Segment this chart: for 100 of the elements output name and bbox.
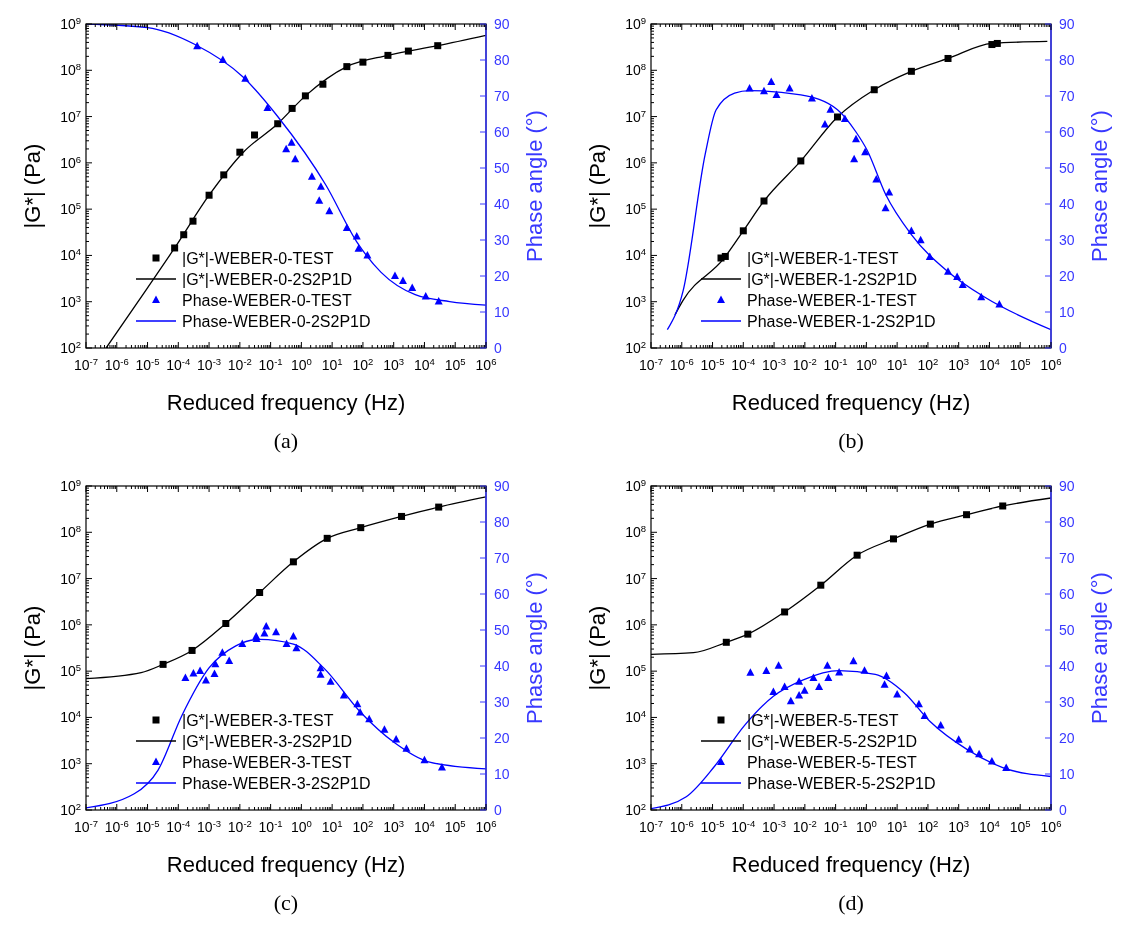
y2-tick-label: 60: [1059, 586, 1075, 602]
y2-tick-label: 0: [494, 340, 502, 356]
legend-label: Phase-WEBER-5-2S2P1D: [747, 775, 936, 792]
y-tick-label: 10$^{9}$: [625, 14, 646, 32]
y-tick-label: 10$^{5}$: [60, 199, 81, 218]
y-axis-title: |G*| (Pa): [20, 143, 45, 229]
legend-label: |G*|-WEBER-3-2S2P1D: [182, 733, 353, 750]
x-tick-label: 10$^{2}$: [917, 817, 939, 835]
y2-tick-label: 0: [1059, 340, 1067, 356]
y2-tick-label: 60: [494, 124, 510, 140]
x-tick-label: 10$^{1}$: [886, 355, 908, 373]
x-tick-label: 10$^{-4}$: [166, 817, 192, 835]
y2-tick-label: 20: [494, 730, 510, 746]
x-tick-label: 10$^{-1}$: [258, 817, 283, 835]
legend-label: |G*|-WEBER-0-TEST: [182, 250, 334, 267]
y-tick-label: 10$^{8}$: [625, 60, 646, 79]
y2-tick-label: 40: [494, 658, 510, 674]
y2-tick-label: 70: [1059, 550, 1075, 566]
x-tick-label: 10$^{4}$: [979, 817, 1001, 835]
x-tick-label: 10$^{-1}$: [823, 355, 848, 373]
y-tick-label: 10$^{6}$: [60, 153, 81, 171]
y2-tick-label: 60: [1059, 124, 1075, 140]
y2-tick-label: 20: [1059, 730, 1075, 746]
x-tick-label: 10$^{-3}$: [197, 817, 222, 835]
y2-tick-label: 90: [494, 16, 510, 32]
y-tick-label: 10$^{2}$: [60, 800, 81, 818]
x-tick-label: 10$^{-4}$: [731, 355, 757, 373]
x-tick-label: 10$^{-7}$: [73, 817, 99, 835]
y2-tick-label: 40: [1059, 658, 1075, 674]
legend-label: Phase-WEBER-3-2S2P1D: [182, 775, 371, 792]
y2-axis-title: Phase angle (°): [522, 110, 547, 262]
x-tick-label: 10$^{5}$: [1009, 355, 1031, 373]
y-tick-label: 10$^{8}$: [60, 60, 81, 79]
x-tick-label: 10$^{-2}$: [227, 817, 252, 835]
y-tick-label: 10$^{7}$: [60, 107, 81, 125]
x-tick-label: 10$^{0}$: [855, 355, 877, 373]
y2-axis-title: Phase angle (°): [522, 572, 547, 724]
y2-tick-label: 40: [494, 196, 510, 212]
y2-tick-label: 90: [494, 478, 510, 494]
y-tick-label: 10$^{2}$: [625, 800, 646, 818]
x-axis-title: Reduced frequency (Hz): [731, 852, 971, 877]
text: (c): [273, 890, 299, 915]
legend-label: |G*|-WEBER-5-TEST: [747, 712, 899, 729]
x-tick-label: 10$^{0}$: [855, 817, 877, 835]
y-tick-label: 10$^{6}$: [60, 615, 81, 633]
x-tick-label: 10$^{-2}$: [227, 355, 252, 373]
x-tick-label: 10$^{-3}$: [762, 355, 787, 373]
x-tick-label: 10$^{6}$: [1040, 817, 1062, 835]
y-tick-label: 10$^{6}$: [625, 615, 646, 633]
y-tick-label: 10$^{5}$: [60, 661, 81, 680]
y-axis-title: |G*| (Pa): [20, 605, 45, 691]
y2-tick-label: 60: [494, 586, 510, 602]
y2-tick-label: 20: [1059, 268, 1075, 284]
y2-tick-label: 70: [494, 550, 510, 566]
x-tick-label: 10$^{-3}$: [197, 355, 222, 373]
y2-axis-title: Phase angle (°): [1087, 572, 1112, 724]
y-axis-title: |G*| (Pa): [585, 605, 610, 691]
x-tick-label: 10$^{-4}$: [731, 817, 757, 835]
y-tick-label: 10$^{4}$: [625, 245, 647, 264]
x-tick-label: 10$^{-2}$: [792, 817, 817, 835]
x-tick-label: 10$^{-2}$: [792, 355, 817, 373]
y2-tick-label: 0: [1059, 802, 1067, 818]
x-tick-label: 10$^{2}$: [352, 355, 374, 373]
legend-label: Phase-WEBER-0-2S2P1D: [182, 313, 371, 330]
y-tick-label: 10$^{4}$: [60, 245, 82, 264]
x-tick-label: 10$^{-3}$: [762, 817, 787, 835]
y2-tick-label: 40: [1059, 196, 1075, 212]
x-tick-label: 10$^{-5}$: [135, 355, 160, 373]
x-axis-title: Reduced frequency (Hz): [166, 852, 406, 877]
x-tick-label: 10$^{3}$: [383, 817, 405, 835]
x-tick-label: 10$^{-7}$: [638, 355, 664, 373]
legend-label: |G*|-WEBER-1-2S2P1D: [747, 271, 918, 288]
y-tick-label: 10$^{5}$: [625, 199, 646, 218]
x-tick-label: 10$^{1}$: [886, 817, 908, 835]
text: (a): [273, 428, 299, 453]
y2-tick-label: 70: [1059, 88, 1075, 104]
y2-tick-label: 70: [494, 88, 510, 104]
y2-tick-label: 80: [1059, 514, 1075, 530]
x-tick-label: 10$^{6}$: [1040, 355, 1062, 373]
x-axis-title: Reduced frequency (Hz): [731, 390, 971, 415]
y-tick-label: 10$^{3}$: [60, 754, 81, 772]
y-tick-label: 10$^{3}$: [625, 754, 646, 772]
y-tick-label: 10$^{7}$: [625, 569, 646, 587]
y2-tick-label: 50: [494, 622, 510, 638]
x-tick-label: 10$^{3}$: [948, 817, 970, 835]
y2-tick-label: 50: [1059, 622, 1075, 638]
x-tick-label: 10$^{-5}$: [135, 817, 160, 835]
x-tick-label: 10$^{-6}$: [104, 817, 129, 835]
y-tick-label: 10$^{9}$: [60, 14, 81, 32]
y-tick-label: 10$^{2}$: [625, 338, 646, 356]
y-tick-label: 10$^{2}$: [60, 338, 81, 356]
y2-tick-label: 90: [1059, 478, 1075, 494]
legend-label: Phase-WEBER-5-TEST: [747, 754, 918, 771]
y-tick-label: 10$^{4}$: [60, 707, 82, 726]
y-tick-label: 10$^{5}$: [625, 661, 646, 680]
y2-axis-title: Phase angle (°): [1087, 110, 1112, 262]
x-tick-label: 10$^{0}$: [290, 355, 312, 373]
y-tick-label: 10$^{4}$: [625, 707, 647, 726]
y2-tick-label: 30: [494, 694, 510, 710]
y2-tick-label: 30: [1059, 232, 1075, 248]
